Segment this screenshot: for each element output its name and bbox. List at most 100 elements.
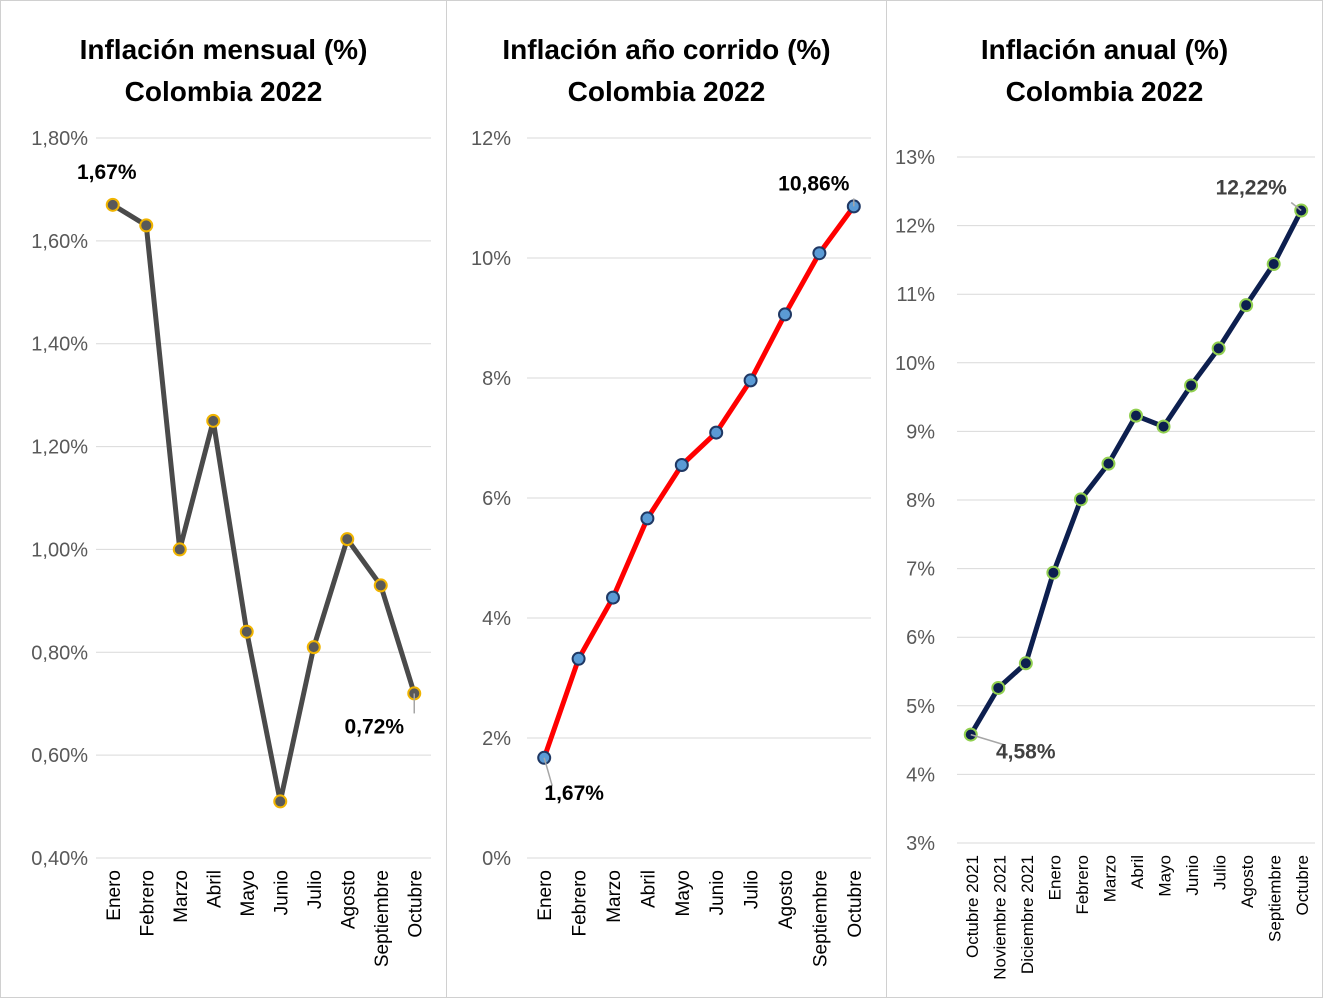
data-point [1184,378,1199,393]
data-point [1018,656,1033,671]
x-tick-label: Julio [742,870,763,909]
y-tick-label: 0,40% [31,848,88,870]
y-tick-label: 12% [895,216,935,238]
x-tick-label: Enero [535,870,556,921]
leader-line [970,733,1004,746]
x-tick-label: Marzo [604,870,625,923]
x-tick-label: Noviembre 2021 [990,855,1009,980]
x-tick-label: Octubre 2021 [963,855,982,958]
y-tick-label: 10% [895,353,935,375]
x-tick-label: Junio [271,870,292,915]
chart-title-main: Inflación anual (%) [980,34,1229,65]
data-label: 12,22% [1216,177,1288,200]
x-tick-label: Abril [638,870,659,908]
data-label: 4,58% [996,741,1056,764]
chart-subtitle: Colombia 2022 [1005,76,1204,107]
chart-title-main: Inflación año corrido (%) [502,34,831,65]
x-tick-label: Febrero [137,870,158,937]
x-tick-label: Abril [1128,855,1147,889]
data-point [239,624,254,639]
data-point [172,542,187,557]
data-point [273,794,288,809]
x-tick-label: Octubre [405,870,426,938]
chart-title: Inflación mensual (%) Colombia 2022 [1,29,446,113]
data-point [743,373,758,388]
x-tick-label: Enero [104,870,125,921]
y-tick-label: 12% [471,128,511,150]
chart-panel-ano-corrido: Inflación año corrido (%) Colombia 2022 … [446,0,887,998]
chart-panel-mensual: Inflación mensual (%) Colombia 2022 0,40… [0,0,447,998]
data-point [778,307,792,322]
x-tick-label: Mayo [238,870,259,916]
chart-title-main: Inflación mensual (%) [79,34,368,65]
y-tick-label: 1,20% [31,437,88,459]
data-label: 1,67% [544,782,604,805]
chart-ano-corrido: 0% 2% 4% 6% 8% 10% 12% Enero Febrero Marzo Abril Ma… [471,128,871,967]
data-point [1266,257,1281,272]
y-tick-label: 6% [482,488,511,510]
data-point [206,413,221,428]
data-label: 10,86% [778,172,850,195]
x-tick-label: Junio [1183,855,1202,896]
chart-panel-anual: Inflación anual (%) Colombia 2022 3% 4% 5%… [886,0,1323,998]
data-point [373,578,388,593]
data-point [1239,298,1254,313]
y-tick-label: 1,80% [31,128,88,150]
chart-title: Inflación anual (%) Colombia 2022 [887,29,1322,113]
x-tick-label: Enero [1045,855,1064,900]
data-point [812,246,827,261]
series-line [968,209,1304,736]
y-tick-label: 4% [482,608,511,630]
leader-line [1290,201,1302,212]
data-point [306,640,321,655]
y-tick-label: 1,00% [31,539,88,561]
y-tick-label: 11% [896,284,935,306]
data-point [571,651,586,666]
data-label: 1,67% [77,161,137,184]
chart-title: Inflación año corrido (%) Colombia 2022 [447,29,886,113]
chart-subtitle: Colombia 2022 [567,76,766,107]
y-tick-label: 0% [482,848,511,870]
x-tick-label: Octubre [1293,855,1312,915]
data-point [105,197,120,212]
x-tick-label: Marzo [1100,855,1119,902]
x-tick-label: Abril [204,870,225,908]
data-point [1046,565,1061,580]
x-tick-label: Febrero [1073,855,1092,915]
data-point [139,218,154,233]
data-point [1129,408,1143,423]
x-tick-label: Julio [305,870,326,909]
series-line [541,204,856,759]
y-tick-label: 4% [906,764,935,786]
x-tick-label: Junio [707,870,728,915]
data-point [674,458,689,472]
data-point [1073,492,1088,507]
x-tick-label: Diciembre 2021 [1018,855,1037,974]
x-tick-label: Marzo [171,870,192,923]
y-tick-label: 8% [906,490,935,512]
chart-subtitle: Colombia 2022 [124,76,323,107]
y-tick-label: 8% [482,368,511,390]
y-tick-label: 6% [906,627,935,649]
y-tick-label: 7% [906,559,935,581]
x-tick-label: Septiembre [810,870,831,967]
x-tick-label: Septiembre [372,870,393,967]
chart-mensual: 0,40% 0,60% 0,80% 1,00% 1,20% 1,40% 1,60% 1,80%… [31,128,431,967]
data-point [640,511,655,526]
x-tick-label: Mayo [673,870,694,916]
y-tick-label: 10% [471,248,511,270]
data-label: 0,72% [344,715,404,738]
y-tick-label: 0,80% [31,642,88,664]
y-tick-label: 0,60% [31,745,88,767]
x-tick-label: Agosto [1238,855,1257,908]
y-tick-label: 2% [482,728,511,750]
series-line [111,202,417,804]
y-tick-label: 1,60% [31,231,88,253]
y-tick-label: 5% [906,696,935,718]
data-point [606,590,620,605]
y-tick-label: 13% [895,147,935,169]
data-point [991,680,1006,695]
x-tick-label: Septiembre [1266,855,1285,942]
data-point [1211,341,1226,356]
data-point [963,727,978,742]
